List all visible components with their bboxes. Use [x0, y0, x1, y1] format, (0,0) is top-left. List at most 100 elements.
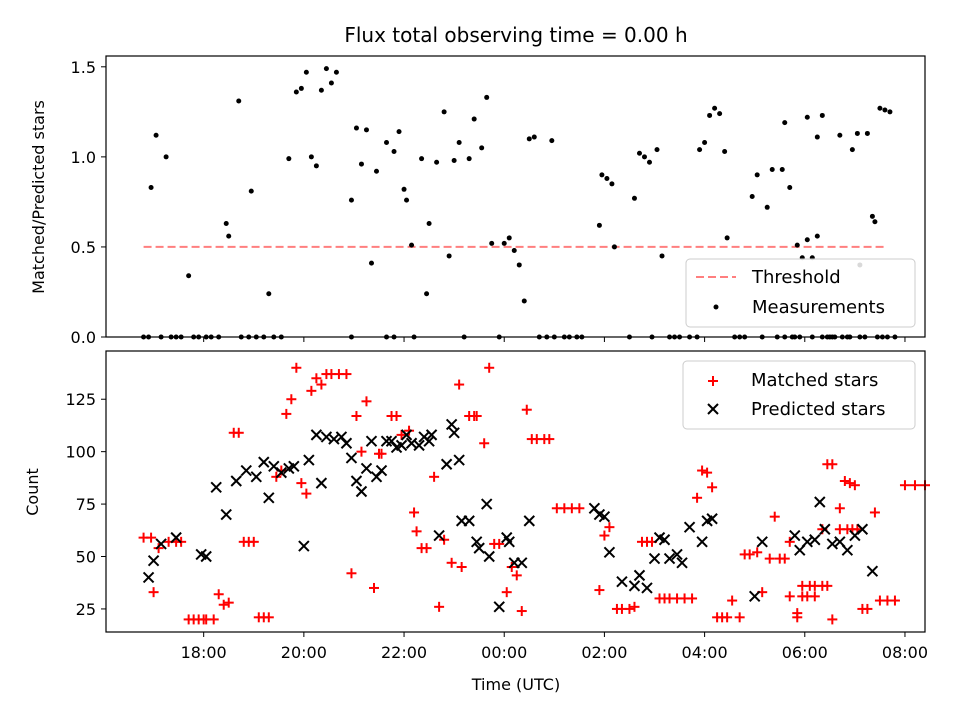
- predicted-star-marker: [448, 427, 460, 439]
- predicted-marker-b: [250, 471, 262, 483]
- measurement-point: [506, 235, 512, 241]
- predicted-marker-b: [593, 508, 606, 521]
- predicted-star-marker: [633, 569, 646, 582]
- measurement-point: [456, 139, 462, 145]
- measurement-point: [724, 235, 730, 241]
- predicted-star-marker: [756, 536, 768, 548]
- predicted-marker-b: [350, 475, 363, 487]
- predicted-star-marker: [748, 590, 761, 603]
- measurement-point: [769, 166, 775, 172]
- measurement-point: [466, 156, 472, 162]
- bottom-x-tick-label: 02:00: [581, 643, 627, 662]
- measurement-point: [854, 130, 860, 136]
- predicted-marker-b: [385, 435, 398, 447]
- predicted-marker-b: [375, 464, 388, 477]
- measurement-point: [697, 147, 703, 153]
- predicted-star-marker: [706, 513, 718, 525]
- matched-star-marker: [471, 411, 482, 422]
- predicted-star-marker: [523, 515, 535, 527]
- legend-matched-swatch: [708, 376, 718, 386]
- matched-star-marker: [281, 408, 292, 419]
- matched-star-marker: [341, 369, 352, 380]
- measurement-point: [368, 260, 374, 266]
- predicted-star-marker: [503, 536, 515, 548]
- predicted-marker-b: [814, 496, 826, 508]
- predicted-marker-b: [628, 580, 641, 592]
- bottom-plot-frame: [105, 350, 926, 633]
- predicted-star-marker: [445, 418, 458, 431]
- matched-star-marker: [599, 530, 610, 541]
- predicted-marker-b: [616, 575, 628, 588]
- predicted-marker-b: [696, 536, 708, 548]
- predicted-star-marker: [315, 477, 328, 489]
- matched-star-marker: [784, 536, 795, 547]
- predicted-star-marker: [380, 435, 393, 447]
- predicted-star-marker: [340, 437, 353, 449]
- matched-star-marker: [779, 553, 790, 564]
- measurement-point: [654, 147, 660, 153]
- legend-predicted-b: [707, 403, 719, 415]
- matched-star-marker: [809, 591, 820, 602]
- bottom-x-tick-label: 20:00: [281, 643, 327, 662]
- measurement-point: [599, 172, 605, 178]
- predicted-star-marker: [200, 550, 212, 563]
- measurement-point: [409, 242, 415, 248]
- measurement-point: [484, 94, 490, 100]
- measurement-point: [872, 219, 878, 225]
- matched-star-marker: [356, 446, 367, 457]
- measurement-point: [236, 98, 242, 104]
- predicted-marker-b: [683, 521, 696, 533]
- bottom-x-tick-label: 06:00: [782, 643, 828, 662]
- matched-star-marker: [862, 603, 873, 614]
- matched-star-marker: [208, 614, 219, 625]
- measurement-point: [659, 253, 665, 259]
- predicted-star-marker: [463, 515, 475, 527]
- matched-star-marker: [869, 507, 880, 518]
- predicted-marker-b: [400, 429, 413, 441]
- predicted-star-marker: [250, 471, 262, 483]
- predicted-star-marker: [142, 571, 155, 584]
- measurement-point: [426, 221, 432, 227]
- matched-star-marker: [291, 362, 302, 373]
- predicted-star-marker: [240, 464, 252, 477]
- matched-star-marker: [702, 467, 713, 478]
- predicted-star-marker: [275, 466, 288, 479]
- measurement-point: [286, 156, 292, 162]
- matched-star-marker: [346, 568, 357, 579]
- measurement-point: [804, 114, 810, 120]
- matched-star-marker: [213, 589, 224, 600]
- predicted-marker-b: [268, 460, 280, 473]
- predicted-marker-b: [360, 462, 373, 475]
- predicted-star-marker: [493, 601, 505, 613]
- measurement-point: [333, 69, 339, 75]
- predicted-marker-b: [676, 557, 688, 569]
- predicted-marker-b: [335, 431, 348, 443]
- predicted-star-marker: [453, 454, 465, 466]
- predicted-marker-b: [340, 437, 353, 449]
- predicted-star-marker: [814, 496, 826, 508]
- measurement-point: [446, 253, 452, 259]
- predicted-marker-b: [463, 515, 475, 527]
- matched-star-marker: [764, 553, 775, 564]
- predicted-star-marker: [516, 557, 528, 569]
- predicted-marker-b: [440, 458, 453, 470]
- measurement-point: [226, 233, 232, 239]
- measurement-point: [313, 163, 319, 169]
- predicted-marker-b: [501, 531, 513, 544]
- matched-star-marker: [827, 614, 838, 625]
- predicted-star-marker: [170, 531, 182, 544]
- measurement-point: [384, 139, 390, 145]
- predicted-marker-b: [423, 435, 435, 447]
- matched-star-marker: [306, 385, 317, 396]
- predicted-marker-b: [345, 452, 358, 464]
- measurement-point: [641, 154, 647, 160]
- matched-star-marker: [376, 448, 387, 459]
- legend-predicted-swatch: [707, 403, 719, 415]
- matched-star-marker: [223, 597, 234, 608]
- matched-star-marker: [839, 476, 850, 487]
- measurement-point: [516, 262, 522, 268]
- predicted-marker-b: [706, 513, 718, 525]
- predicted-star-marker: [147, 554, 160, 567]
- measurement-point: [722, 148, 728, 154]
- matched-star-marker: [692, 492, 703, 503]
